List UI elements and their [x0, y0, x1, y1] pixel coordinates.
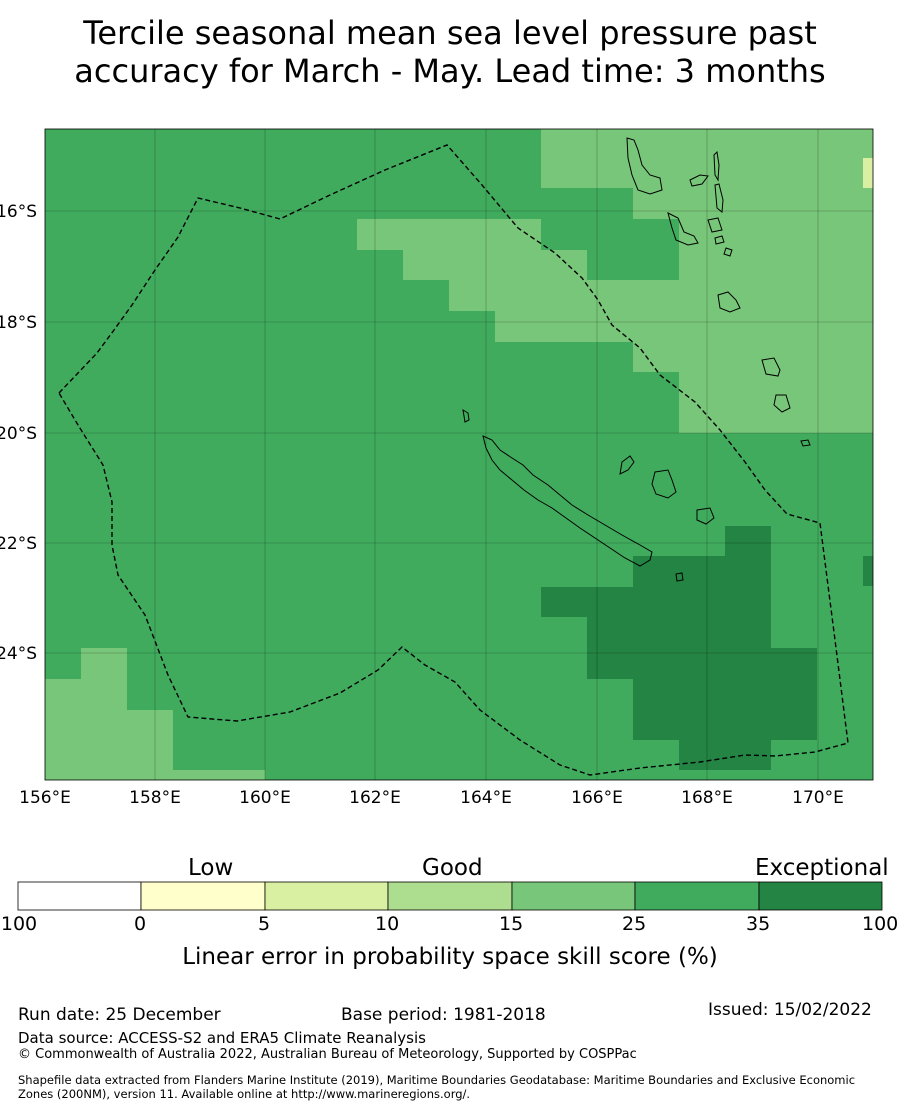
shapefile-attribution-2: Zones (200NM), version 11. Available onl… [18, 1087, 471, 1101]
colorbar [17, 881, 883, 911]
colorbar-tick-label: 35 [746, 913, 771, 935]
new-caledonia-island [482, 435, 653, 567]
title-line-1: Tercile seasonal mean sea level pressure… [83, 14, 817, 52]
colorbar-category-exceptional: Exceptional [755, 855, 889, 881]
y-tick-label: 20°S [0, 424, 37, 444]
map-frame [44, 128, 874, 781]
base-period: Base period: 1981-2018 [341, 1005, 546, 1025]
colorbar-bin [140, 881, 266, 911]
y-tick-label: 18°S [0, 313, 37, 333]
graticule [45, 129, 873, 780]
x-tick-label: 156°E [19, 788, 71, 808]
y-tick-label: 22°S [0, 534, 37, 554]
colorbar-bin [17, 881, 142, 911]
skill-cells-35-100 [541, 526, 873, 770]
colorbar-tick-label: 25 [622, 913, 647, 935]
malakula-island [667, 212, 699, 246]
map-title: Tercile seasonal mean sea level pressure… [0, 14, 900, 90]
colorbar-bin [387, 881, 513, 911]
colorbar-tick-label: 10 [375, 913, 400, 935]
efate-island [717, 291, 741, 313]
x-tick-label: 168°E [681, 788, 733, 808]
y-axis: 16°S 18°S 20°S 22°S 24°S [0, 202, 37, 664]
copyright: © Commonwealth of Australia 2022, Austra… [18, 1047, 637, 1062]
x-tick-label: 170°E [792, 788, 844, 808]
y-tick-label: 24°S [0, 644, 37, 664]
run-date: Run date: 25 December [18, 1005, 221, 1025]
colorbar-bin [758, 881, 883, 911]
coastlines [462, 137, 811, 582]
isle-of-pines [675, 572, 684, 582]
skill-cell-10-15 [863, 158, 873, 188]
epi-island [707, 217, 723, 233]
ambae-island [689, 174, 709, 187]
x-axis: 156°E 158°E 160°E 162°E 164°E 166°E 168°… [19, 788, 844, 808]
erromango-island [761, 357, 781, 377]
colorbar-bin [264, 881, 389, 911]
skill-cells-15-25 [45, 129, 873, 780]
colorbar-tick-label: 100 [862, 913, 899, 935]
colorbar-tick-label: 0 [134, 913, 147, 935]
colorbar-label: Linear error in probability space skill … [182, 944, 718, 970]
pentecost-island [714, 183, 724, 213]
x-tick-label: 160°E [239, 788, 291, 808]
x-tick-label: 166°E [571, 788, 623, 808]
skill-grid [45, 129, 873, 780]
colorbar-bin [511, 881, 636, 911]
x-tick-label: 158°E [129, 788, 181, 808]
loyalty-island-lifou [651, 469, 677, 499]
aneityum-island [800, 439, 811, 447]
skill-cell-15-25 [541, 129, 873, 433]
shepherd-islands [714, 235, 733, 257]
maewo-island [713, 150, 720, 182]
skill-cell-35-100 [863, 556, 873, 586]
data-source: Data source: ACCESS-S2 and ERA5 Climate … [18, 1029, 426, 1047]
colorbar-category-low: Low [188, 855, 234, 881]
skill-cell-15-25 [45, 648, 265, 780]
colorbar-category-good: Good [422, 855, 483, 881]
colorbar-tick-label: 15 [499, 913, 524, 935]
y-tick-label: 16°S [0, 202, 37, 222]
x-tick-label: 164°E [460, 788, 512, 808]
skill-cell-15-25 [357, 219, 541, 342]
loyalty-island-mare [696, 507, 715, 525]
colorbar-bin [634, 881, 760, 911]
colorbar-tick-label: 5 [258, 913, 271, 935]
title-line-2: accuracy for March - May. Lead time: 3 m… [74, 52, 826, 90]
eez-boundary [58, 144, 849, 776]
shapefile-attribution-1: Shapefile data extracted from Flanders M… [18, 1073, 856, 1087]
tanna-island [773, 394, 791, 413]
colorbar-tick-label: -100 [0, 913, 38, 935]
loyalty-island-ouvea [619, 455, 635, 475]
belep-islands [462, 409, 470, 423]
espiritu-santo-island [626, 137, 663, 195]
skill-cell-35-100 [541, 526, 817, 770]
x-tick-label: 162°E [349, 788, 401, 808]
issued-date: Issued: 15/02/2022 [708, 1000, 872, 1020]
